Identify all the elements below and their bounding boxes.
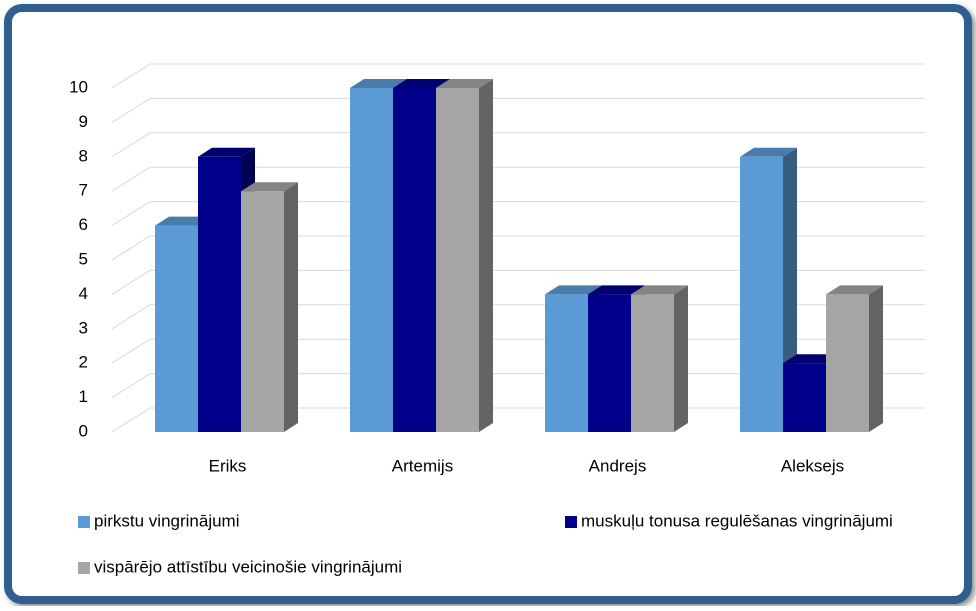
y-tick-label: 5 [79, 249, 88, 268]
y-tick-label: 10 [69, 77, 88, 96]
bar [826, 285, 883, 432]
x-tick-label: Eriks [209, 456, 247, 475]
grid-line [111, 166, 925, 192]
grid-line [111, 97, 925, 123]
grid-line [111, 63, 925, 89]
legend-label: pirkstu vingrinājumi [94, 511, 240, 530]
bar [631, 285, 688, 432]
y-tick-label: 6 [79, 215, 88, 234]
bar-top [350, 79, 407, 88]
bar-front [393, 88, 436, 432]
bar-front [350, 88, 393, 432]
grid-line [111, 132, 925, 158]
y-tick-label: 3 [79, 318, 88, 337]
bar-top [393, 79, 450, 88]
y-tick-label: 4 [79, 284, 88, 303]
x-tick-label: Aleksejs [781, 456, 844, 475]
bar-front [783, 363, 826, 432]
bar-front [826, 294, 869, 432]
bar-top [631, 285, 688, 295]
bar-top [241, 182, 298, 192]
bar-top [783, 354, 840, 364]
bar-front [588, 294, 631, 432]
legend-swatch [565, 516, 577, 528]
bar-front [740, 156, 783, 433]
bar-front [545, 294, 588, 432]
grid-line [111, 201, 925, 227]
y-tick-label: 1 [79, 387, 88, 406]
y-tick-label: 2 [79, 353, 88, 372]
grid-line [111, 235, 925, 261]
y-tick-label: 9 [79, 112, 88, 131]
legend-swatch [78, 516, 90, 528]
bar-front [436, 88, 479, 432]
bar [241, 182, 298, 432]
bar-side [869, 285, 883, 432]
legend-label: muskuļu tonusa regulēšanas vingrinājumi [581, 511, 893, 530]
bar-front [198, 156, 241, 433]
bar-top [155, 216, 212, 226]
x-tick-label: Artemijs [392, 456, 453, 475]
bar-side [284, 182, 298, 432]
bar-top [588, 285, 645, 295]
x-tick-label: Andrejs [589, 456, 647, 475]
legend-label: vispārējo attīstību veicinošie vingrināj… [94, 557, 402, 576]
y-tick-label: 0 [79, 421, 88, 440]
bar-top [545, 285, 602, 295]
bar [436, 79, 493, 432]
bar-top [436, 79, 493, 88]
bar-top [198, 147, 255, 157]
y-tick-label: 7 [79, 181, 88, 200]
bar-front [631, 294, 674, 432]
bar-side [674, 285, 688, 432]
bar-top [826, 285, 883, 295]
bar-side [479, 79, 493, 432]
bar-top [740, 147, 797, 157]
y-tick-label: 8 [79, 146, 88, 165]
bar-front [155, 225, 198, 432]
legend-swatch [78, 562, 90, 574]
bar-front [241, 191, 284, 432]
grid-line [111, 269, 925, 295]
